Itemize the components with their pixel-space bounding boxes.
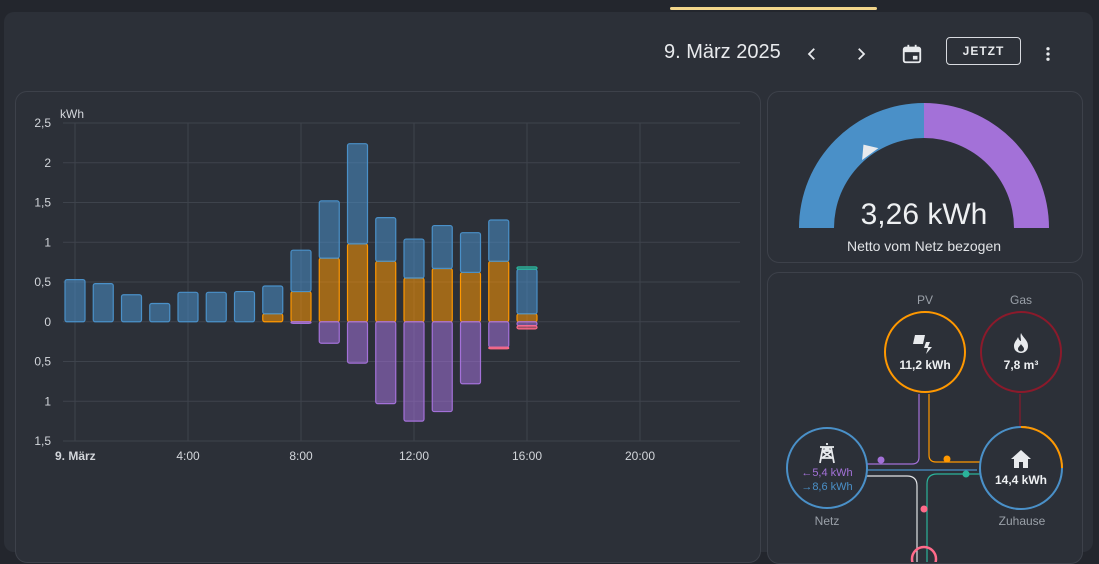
pv-node[interactable]: 11,2 kWh [884,311,966,393]
active-tab-indicator [670,7,877,10]
y-axis-unit: kWh [60,107,84,121]
bar-export[interactable] [403,321,425,422]
bar-export[interactable] [290,321,312,324]
bar-netz[interactable] [318,200,340,259]
bar-netz[interactable] [120,294,143,323]
x-tick-label: 4:00 [176,449,200,463]
solar-panel-icon [913,335,932,354]
gauge-needle [862,144,879,160]
home-value: 14,4 kWh [994,473,1048,487]
bar-solar[interactable] [262,313,284,323]
bar-solar[interactable] [516,313,538,323]
bar-solar[interactable] [290,290,312,323]
bar-netz[interactable] [64,279,86,323]
pv-label: PV [916,293,933,307]
bar-solar[interactable] [403,277,425,323]
bar-export-batterie[interactable] [488,346,510,350]
gas-value: 7,8 m³ [1003,358,1039,372]
grid-import-value: ←5,4 kWh [801,467,853,479]
energy-flow-lines [861,394,1021,562]
gauge-value: 3,26 kWh [860,198,988,231]
bar-batterie[interactable] [516,266,538,270]
y-tick-label: 0,5 [34,355,51,369]
bar-netz[interactable] [92,282,114,323]
y-tick-label: 0,5 [34,275,51,289]
gas-label: Gas [1009,293,1032,307]
bar-netz[interactable] [516,268,538,315]
y-tick-label: 0 [44,315,51,329]
bar-netz[interactable] [205,291,227,323]
bar-netz[interactable] [290,249,312,293]
bar-export[interactable] [375,321,397,405]
next-day-button[interactable] [847,40,875,68]
now-button[interactable]: JETZT [946,37,1021,65]
flame-icon [1014,333,1028,353]
gauge-import-arc [799,103,924,228]
bar-solar[interactable] [346,243,369,323]
more-vertical-icon [1046,47,1050,61]
calendar-icon [902,44,922,64]
more-menu-button[interactable] [1034,40,1062,68]
gas-node[interactable]: 7,8 m³ [980,311,1062,393]
bar-netz[interactable] [233,290,256,323]
y-tick-label: 1,5 [34,434,51,448]
x-tick-label: 12:00 [399,449,429,463]
grid-node[interactable]: ←5,4 kWh →8,6 kWh [786,427,868,509]
bar-netz[interactable] [403,238,425,279]
gauge-label: Netto vom Netz bezogen [846,238,1002,254]
bar-solar[interactable] [318,257,340,323]
previous-day-button[interactable] [798,40,826,68]
pv-value: 11,2 kWh [899,358,951,372]
bar-netz[interactable] [177,291,199,323]
bar-netz[interactable] [262,285,284,315]
y-tick-label: 2,5 [34,116,51,130]
bar-netz[interactable] [431,224,453,270]
bar-solar[interactable] [375,260,397,323]
home-icon [1011,450,1031,468]
bar-export[interactable] [488,321,510,348]
bar-export-batterie[interactable] [516,325,538,330]
grid-export-value: →8,6 kWh [801,481,853,493]
bar-solar[interactable] [488,260,510,323]
y-tick-label: 1 [44,394,51,408]
bar-export[interactable] [346,321,369,364]
date-label: 9. März 2025 [664,41,781,63]
bar-netz[interactable] [459,232,482,274]
calendar-button[interactable] [898,40,926,68]
bar-netz[interactable] [149,302,171,323]
bar-solar[interactable] [431,267,453,323]
transmission-tower-icon [819,443,835,464]
gauge-export-arc [924,103,1049,228]
chevron-left-icon [807,48,815,60]
x-tick-label: 9. März [55,449,96,463]
bar-export[interactable] [318,321,340,344]
bar-netz[interactable] [375,217,397,262]
home-label: Zuhause [998,514,1046,528]
x-tick-label: 20:00 [625,449,655,463]
energy-bar-chart[interactable]: 2,5 2 1,5 1 0,5 0 0,5 1 1,5 kWh 9. März 4:00 8:00 12:… [0,91,760,561]
chevron-right-icon [858,48,866,60]
x-tick-label: 16:00 [512,449,542,463]
bar-netz[interactable] [488,219,510,262]
bar-netz[interactable] [346,143,369,245]
y-tick-label: 1,5 [34,196,51,210]
x-tick-label: 8:00 [289,449,313,463]
bar-export[interactable] [431,321,453,413]
net-grid-gauge [799,103,1049,228]
home-node[interactable]: 14,4 kWh [981,428,1061,508]
grid-label: Netz [814,514,840,528]
bar-export[interactable] [459,321,482,385]
bar-solar[interactable] [459,271,482,323]
y-tick-label: 2 [44,156,51,170]
y-tick-label: 1 [44,235,51,249]
